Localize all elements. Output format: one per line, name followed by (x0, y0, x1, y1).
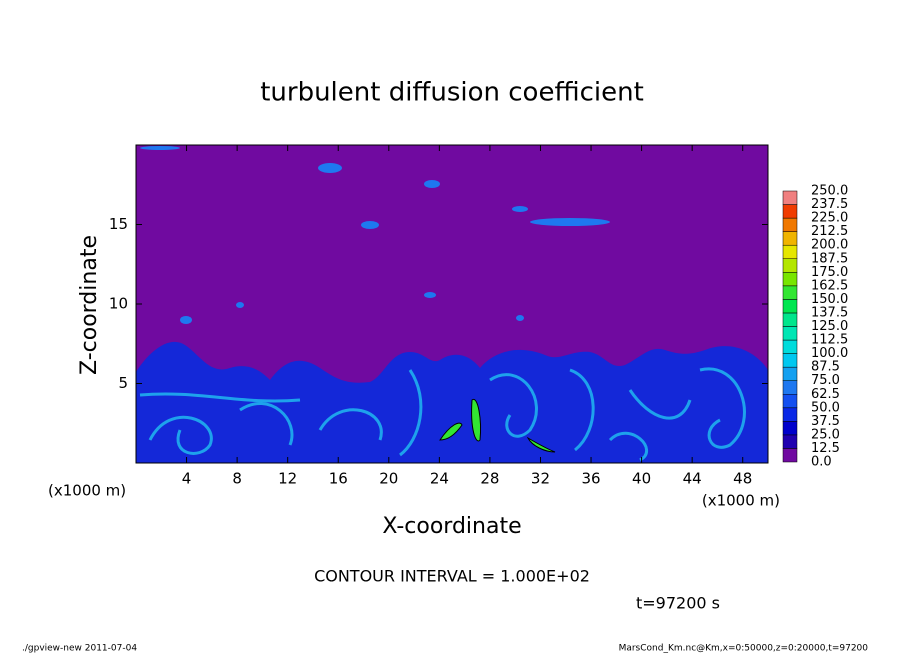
colorbar-label: 200.0 (811, 238, 848, 253)
colorbar-label: 100.0 (811, 346, 848, 361)
x-tick-label: 4 (182, 470, 192, 488)
y-tick-label: 5 (118, 374, 128, 392)
x-tick-label: 44 (683, 470, 702, 488)
colorbar-label: 150.0 (811, 292, 848, 307)
colorbar-label: 137.5 (811, 305, 848, 320)
colorbar-label: 37.5 (811, 414, 840, 429)
colorbar-cell (782, 421, 798, 436)
colorbar-label: 225.0 (811, 211, 848, 226)
colorbar-label: 112.5 (811, 333, 848, 348)
colorbar-cell (782, 326, 798, 341)
x-tick-label: 12 (278, 470, 297, 488)
y-tick-label: 15 (109, 215, 128, 233)
colorbar-cell (782, 339, 798, 354)
x-tick-label: 48 (733, 470, 752, 488)
contour-100 (439, 398, 556, 453)
colorbar-cell (782, 407, 798, 422)
colorbar-cell (782, 272, 798, 287)
colorbar-label: 187.5 (811, 251, 848, 266)
colorbar-cell (782, 190, 798, 205)
y-axis-label: Z-coordinate (77, 235, 102, 375)
turbulent-layer (136, 341, 768, 463)
colorbar-label: 212.5 (811, 224, 848, 239)
colorbar-cell (782, 366, 798, 381)
colorbar-label: 12.5 (811, 441, 840, 456)
colorbar-cell (782, 231, 798, 246)
x-tick-label: 20 (379, 470, 398, 488)
colorbar-label: 125.0 (811, 319, 848, 334)
colorbar-label: 175.0 (811, 265, 848, 280)
colorbar-cell (782, 285, 798, 300)
colorbar-cell (782, 380, 798, 395)
upper-blobs (140, 146, 610, 324)
colorbar-label: 87.5 (811, 360, 840, 375)
y-tick-label: 10 (109, 295, 128, 313)
footer-right: MarsCond_Km.nc@Km,x=0:50000,z=0:20000,t=… (619, 644, 869, 654)
colorbar-label: 0.0 (811, 455, 832, 470)
colorbar-cell (782, 434, 798, 449)
x-tick-label: 16 (329, 470, 348, 488)
x-tick-label: 8 (232, 470, 242, 488)
x-tick-label: 32 (531, 470, 550, 488)
colorbar-cell (782, 204, 798, 219)
colorbar-cell (782, 299, 798, 314)
x-axis-unit: (x1000 m) (702, 492, 780, 510)
x-tick-label: 24 (430, 470, 449, 488)
chart-title: turbulent diffusion coefficient (260, 78, 644, 108)
colorbar-cell (782, 244, 798, 259)
contour-interval: CONTOUR INTERVAL = 1.000E+02 (314, 567, 590, 586)
time-label: t=97200 s (636, 594, 720, 613)
colorbar-label: 50.0 (811, 400, 840, 415)
colorbar-cell (782, 448, 798, 463)
colorbar-cell (782, 353, 798, 368)
y-axis-unit: (x1000 m) (48, 482, 126, 500)
colorbar-label: 75.0 (811, 373, 840, 388)
x-tick-label: 28 (480, 470, 499, 488)
colorbar-cell (782, 394, 798, 409)
colorbar-label: 237.5 (811, 197, 848, 212)
colorbar-cell (782, 258, 798, 273)
colorbar-cell (782, 217, 798, 232)
colorbar-cell (782, 312, 798, 327)
x-tick-label: 36 (581, 470, 600, 488)
colorbar-label: 162.5 (811, 278, 848, 293)
colorbar-label: 250.0 (811, 184, 848, 199)
footer-left: ./gpview-new 2011-07-04 (22, 644, 137, 654)
colorbar-label: 62.5 (811, 387, 840, 402)
field (136, 145, 768, 463)
colorbar-label: 25.0 (811, 427, 840, 442)
eddies (139, 367, 746, 462)
x-tick-label: 40 (632, 470, 651, 488)
x-axis-label: X-coordinate (382, 514, 521, 539)
